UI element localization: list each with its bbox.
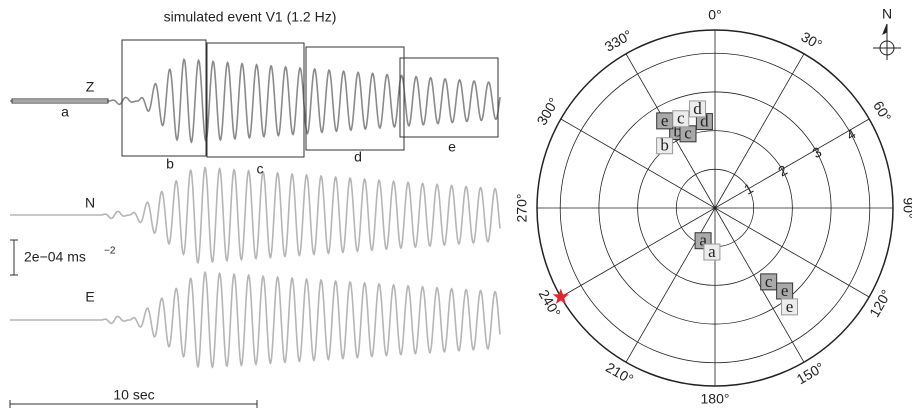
point-label: a — [699, 231, 707, 250]
point-label: b — [660, 136, 669, 155]
grid-spoke — [714, 207, 805, 363]
theta-tick-label: 150° — [794, 359, 827, 387]
theta-tick-label: 330° — [602, 26, 635, 54]
window-label: c — [257, 161, 264, 177]
grid-spoke — [714, 118, 870, 209]
point-box — [703, 243, 721, 261]
theta-tick-label: 90° — [900, 197, 912, 218]
north-label: N — [882, 6, 892, 22]
waveform — [10, 166, 501, 265]
trace-label: Z — [86, 79, 95, 95]
r-tick-label: 4 — [844, 125, 859, 143]
point: c — [760, 272, 778, 291]
r-tick-label: 2 — [775, 162, 790, 180]
point-label: a — [708, 242, 716, 261]
point-label: c — [677, 109, 685, 128]
theta-tick-label: 60° — [870, 98, 894, 124]
window — [399, 57, 499, 138]
point: d — [695, 111, 713, 130]
window-label: a — [61, 104, 69, 120]
trace-label: E — [85, 289, 94, 305]
window — [206, 42, 305, 158]
scale-exponent: −2 — [104, 246, 116, 257]
point: e — [781, 297, 799, 316]
waveform — [10, 270, 501, 369]
window — [11, 98, 109, 104]
trace-label: N — [85, 195, 95, 211]
scale-label: 10 sec — [113, 387, 154, 403]
window-label: b — [166, 156, 174, 172]
point: a — [703, 242, 721, 261]
theta-tick-label: 120° — [866, 287, 894, 320]
scale-label: 2e−04 ms — [24, 249, 86, 265]
point-box — [781, 298, 799, 316]
window — [305, 46, 405, 151]
north-arrow — [873, 23, 901, 60]
point-label: e — [786, 297, 794, 316]
theta-tick-label: 300° — [533, 95, 561, 128]
point-label: c — [684, 124, 692, 143]
point-label: c — [765, 272, 773, 291]
scale-bar — [10, 239, 18, 276]
point-label: e — [781, 281, 789, 300]
point-box — [672, 110, 690, 128]
source-marker — [552, 288, 569, 304]
window — [121, 39, 207, 157]
window-label: e — [448, 139, 456, 155]
point-box — [689, 100, 707, 118]
theta-tick-label: 0° — [708, 7, 721, 23]
window-label: d — [354, 149, 362, 165]
point: b — [656, 136, 674, 155]
point: c — [672, 109, 690, 128]
point-label: e — [661, 111, 669, 130]
point: e — [656, 111, 674, 130]
theta-tick-label: 210° — [603, 359, 636, 387]
point-label: d — [693, 99, 702, 118]
point-label: d — [700, 111, 709, 130]
scale-bar — [9, 400, 258, 408]
point-label: b — [673, 121, 682, 140]
theta-tick-label: 30° — [798, 28, 824, 52]
grid-spoke — [714, 53, 805, 209]
chart-title: simulated event V1 (1.2 Hz) — [164, 9, 337, 25]
point-box — [656, 137, 674, 155]
theta-tick-label: 270° — [514, 194, 530, 223]
point: d — [689, 99, 707, 118]
grid-spoke — [560, 207, 716, 298]
theta-tick-label: 180° — [701, 391, 730, 407]
grid-spoke — [714, 207, 870, 298]
grid-spoke — [560, 118, 716, 209]
waveform — [10, 57, 501, 144]
point-box — [760, 273, 778, 291]
